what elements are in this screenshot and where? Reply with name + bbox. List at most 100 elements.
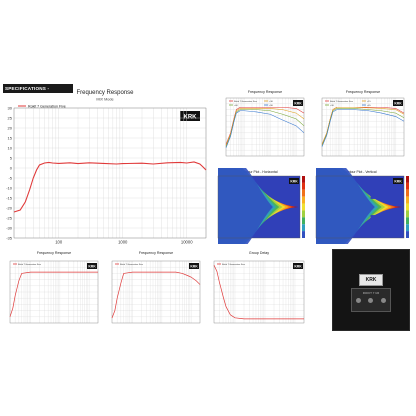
- y-tick-label: 5: [10, 155, 13, 160]
- frequency-chart-bottom-middle: Frequency Response Rokit 7 Generation Fiv…: [111, 251, 201, 324]
- x-tick-label: 10000: [181, 240, 193, 245]
- y-tick-label: 25: [8, 115, 13, 120]
- group-delay-chart: Group Delay Rokit 7 Generation Five KRK: [213, 251, 305, 324]
- legend-label: +15: [367, 101, 371, 103]
- series-line: [321, 108, 405, 146]
- chart-title: Frequency Response: [139, 251, 173, 255]
- colorbar-segment: [302, 196, 305, 204]
- logo-box: [189, 263, 199, 269]
- series-line: [225, 110, 305, 148]
- chart-title: Frequency Response: [346, 90, 380, 94]
- legend-label: +90: [269, 105, 273, 107]
- logo-text: KRK: [294, 265, 302, 269]
- y-tick-label: 20: [8, 125, 13, 130]
- plot-frame: [321, 97, 405, 157]
- krk-logo: KRK: [289, 178, 299, 184]
- logo-text: KRK: [290, 180, 298, 184]
- plot-frame: [217, 175, 301, 239]
- colorbar-segment: [302, 224, 305, 232]
- krk-logo: KRK: [293, 100, 303, 106]
- colorbar-segment: [302, 231, 305, 238]
- chart-title: Frequency Response: [248, 90, 282, 94]
- y-tick-label: -15: [6, 195, 13, 200]
- logo-box: [393, 100, 403, 106]
- logo-box: [293, 100, 303, 106]
- legend-label: +60: [234, 105, 238, 107]
- legend-label: Rokit 7 Generation Five: [222, 263, 246, 266]
- legend-label: Rokit 7 Generation Five: [234, 100, 258, 103]
- y-tick-label: 15: [8, 135, 13, 140]
- y-tick-label: 10: [8, 145, 13, 150]
- section-label: SPECIFICATIONS - GRAPHICAL: [3, 84, 73, 100]
- krk-logo: KRK: [189, 263, 199, 269]
- legend-label: +45: [367, 105, 371, 107]
- plot-frame: [13, 107, 207, 239]
- rear-panel-logo: KRK: [359, 274, 383, 286]
- logo-box: [87, 263, 97, 269]
- x-tick-label: 1000: [118, 240, 128, 245]
- directivity-chart-horizontal: Frequency Response Rokit 7 Generation Fiv…: [225, 90, 305, 157]
- plot-frame: [225, 97, 305, 157]
- y-tick-label: -20: [6, 205, 13, 210]
- rear-panel-controls: ROKIT 7 G5: [351, 288, 391, 312]
- x-tick-label: 100: [55, 240, 63, 245]
- rear-panel-model-label: ROKIT 7 G5: [362, 291, 380, 295]
- plot-frame: [9, 260, 99, 324]
- colorbar-segment: [406, 203, 409, 211]
- logo-text: KRK: [294, 102, 302, 106]
- main-frequency-chart: Frequency Response MIX Mode KRK 30 25 20 15…: [6, 90, 207, 245]
- chart-title: Contour Plot - Horizontal: [240, 170, 277, 174]
- legend-label: +30: [269, 101, 273, 103]
- colorbar-segment: [406, 196, 409, 204]
- y-tick-label: 30: [8, 105, 13, 110]
- logo-text: KRK: [394, 102, 402, 106]
- frequency-chart-bottom-left: Frequency Response Rokit 7 Generation Fiv…: [9, 251, 99, 324]
- contour-band: [316, 168, 375, 244]
- directivity-chart-vertical: Frequency Response Rokit 7 Generation Fiv…: [321, 90, 405, 157]
- y-tick-label: -5: [8, 175, 12, 180]
- colorbar-segment: [302, 182, 305, 190]
- legend-label: Rokit 7 Generation Five: [120, 263, 144, 266]
- series-line: [213, 264, 304, 320]
- legend-label: +30: [330, 105, 334, 107]
- series-line: [111, 271, 201, 319]
- series-line: [13, 161, 207, 213]
- legend-label: Rokit 7 Generation Five: [28, 105, 66, 109]
- colorbar-segment: [406, 176, 409, 183]
- series-line: [321, 107, 405, 145]
- krk-logo-main: KRK: [180, 111, 200, 121]
- logo-box: [393, 178, 403, 184]
- legend-label: Rokit 7 Generation Five: [18, 263, 42, 266]
- colorbar-segment: [302, 189, 305, 197]
- krk-logo: KRK: [393, 178, 403, 184]
- y-tick-label: -35: [6, 235, 13, 240]
- main-chart-subtitle: MIX Mode: [96, 98, 113, 102]
- krk-logo: KRK: [393, 100, 403, 106]
- chart-title: Group Delay: [249, 251, 269, 255]
- colorbar-segment: [406, 224, 409, 232]
- y-tick-label: -25: [6, 215, 13, 220]
- plot-frame: [213, 260, 305, 324]
- krk-logo: KRK: [293, 263, 303, 269]
- y-tick-label: -10: [6, 185, 13, 190]
- logo-text: KRK: [394, 180, 402, 184]
- series-line: [321, 109, 405, 147]
- colorbar-segment: [406, 182, 409, 190]
- chart-title: Contour Plot - Vertical: [344, 170, 377, 174]
- colorbar-segment: [406, 210, 409, 218]
- series-line: [321, 107, 405, 145]
- main-chart-title: Frequency Response: [76, 90, 134, 96]
- colorbar-segment: [302, 176, 305, 183]
- chart-title: Frequency Response: [37, 251, 71, 255]
- contour-band: [218, 168, 273, 244]
- y-tick-label: 0: [10, 165, 13, 170]
- contour-notch: [370, 215, 382, 229]
- colorbar-segment: [302, 217, 305, 225]
- logo-box: [293, 263, 303, 269]
- speaker-rear-panel-image: KRK ROKIT 7 G5: [332, 249, 410, 331]
- legend-label: Rokit 7 Generation Five: [330, 100, 354, 103]
- colorbar-segment: [406, 217, 409, 225]
- svg-text:KRK: KRK: [184, 115, 198, 121]
- series-line: [225, 107, 305, 145]
